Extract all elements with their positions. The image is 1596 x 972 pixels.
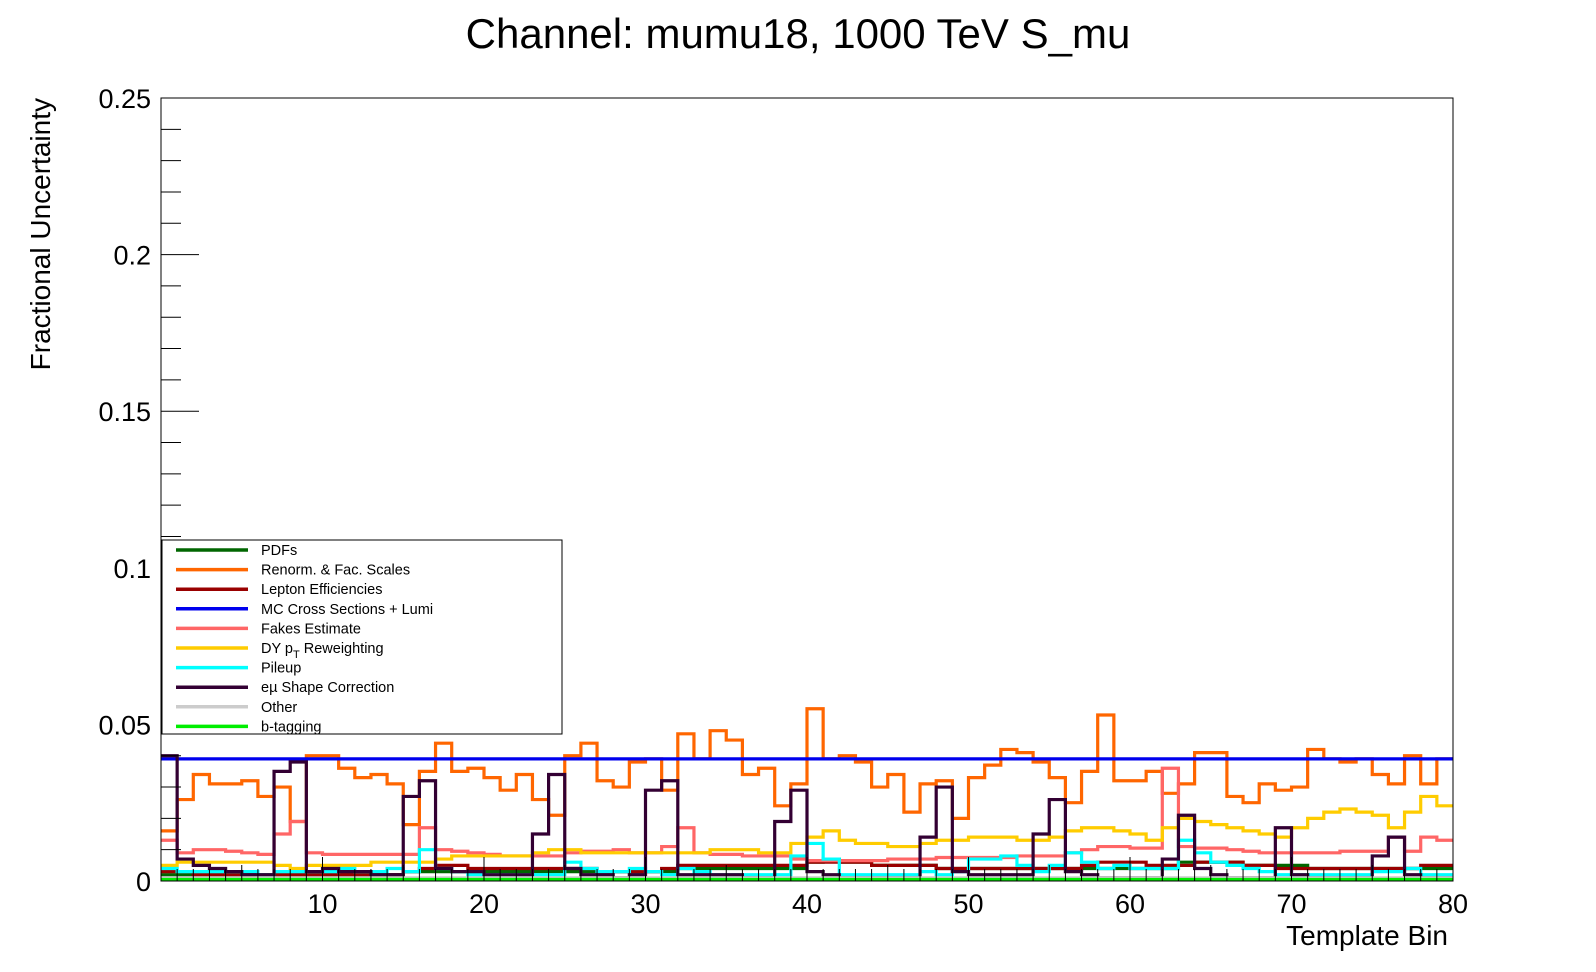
y-tick-label: 0.15 bbox=[98, 397, 151, 427]
chart-title: Channel: mumu18, 1000 TeV S_mu bbox=[466, 10, 1131, 57]
legend-entry: Other bbox=[261, 700, 297, 716]
legend-box bbox=[161, 539, 563, 735]
x-tick-label: 50 bbox=[953, 889, 983, 919]
plot-frame bbox=[160, 97, 1454, 882]
y-tick-label: 0.25 bbox=[98, 84, 151, 114]
x-tick-label: 40 bbox=[792, 889, 822, 919]
x-tick-label: 20 bbox=[469, 889, 499, 919]
legend-entry: DY pT Reweighting bbox=[261, 641, 384, 661]
legend-entry: b-tagging bbox=[261, 719, 321, 735]
legend-entry: eµ Shape Correction bbox=[261, 680, 394, 696]
x-tick-label: 60 bbox=[1115, 889, 1145, 919]
y-tick-label: 0.1 bbox=[113, 554, 151, 584]
axis-layer: 0 0.05 0.1 0.15 0.2 0.25 10 20 30 40 50 60 70 80 bbox=[98, 84, 1468, 919]
legend-entry: PDFs bbox=[261, 543, 297, 559]
y-tick-label: 0.05 bbox=[98, 710, 151, 740]
y-tick-label: 0.2 bbox=[113, 241, 151, 271]
x-axis-label: Template Bin bbox=[1286, 920, 1448, 951]
x-tick-label: 80 bbox=[1438, 889, 1468, 919]
x-tick-label: 30 bbox=[630, 889, 660, 919]
x-tick-label: 10 bbox=[307, 889, 337, 919]
legend-entry: Lepton Efficiencies bbox=[261, 582, 382, 598]
legend-entry: Renorm. & Fac. Scales bbox=[261, 563, 410, 579]
x-tick-label: 70 bbox=[1276, 889, 1306, 919]
y-tick-label: 0 bbox=[136, 867, 151, 897]
y-axis-label: Fractional Uncertainty bbox=[25, 98, 56, 370]
legend-entry: Pileup bbox=[261, 661, 301, 677]
legend-entry: Fakes Estimate bbox=[261, 621, 361, 637]
series-line-1 bbox=[161, 707, 1453, 833]
legend-entry: MC Cross Sections + Lumi bbox=[261, 602, 433, 618]
legend: PDFs Renorm. & Fac. Scales Lepton Efficien… bbox=[161, 539, 563, 735]
